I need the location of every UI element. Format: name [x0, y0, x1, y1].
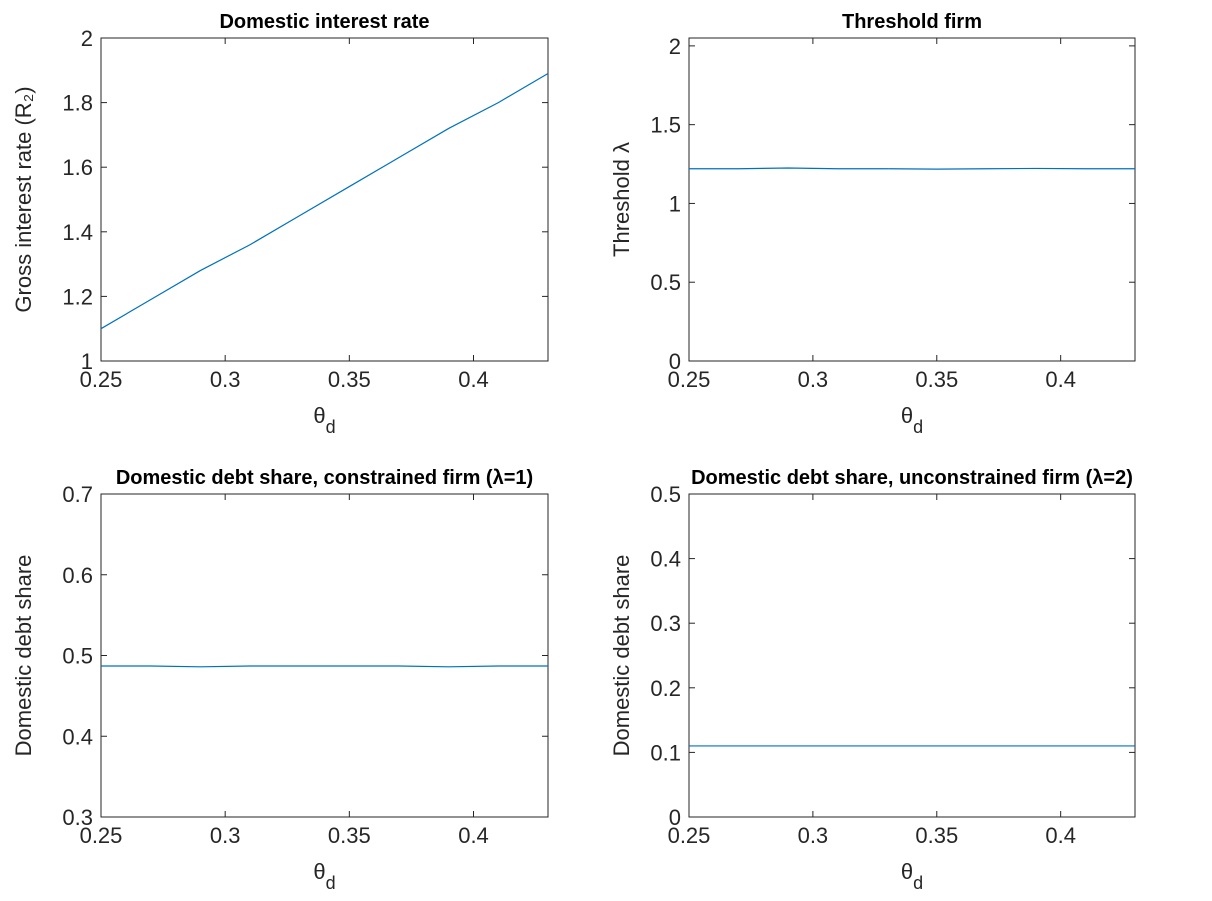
y-tick-label: 0.5 [62, 644, 93, 669]
x-tick-label: 0.3 [798, 367, 829, 392]
y-tick-label: 2 [669, 34, 681, 59]
y-tick-label: 0.3 [650, 611, 681, 636]
y-axis-label: Threshold λ [609, 142, 634, 257]
x-axis-label: θd [901, 859, 923, 893]
axes-box [100, 37, 549, 362]
x-label-subscript: d [913, 417, 923, 437]
y-tick-label: 1.8 [62, 91, 93, 116]
data-line [101, 665, 548, 668]
y-tick-label: 0.4 [62, 724, 93, 749]
x-label-symbol: θ [313, 859, 325, 884]
subplot-title: Domestic debt share, unconstrained firm … [691, 467, 1133, 489]
y-tick-label: 0.6 [62, 563, 93, 588]
x-tick-label: 0.4 [1045, 367, 1076, 392]
subplot: 0.25 0.3 0.35 0.4 0 0.5 1 1.5 2 Threshold firm θd T… [609, 11, 1136, 437]
y-tick-label: 1.2 [62, 284, 93, 309]
x-label-subscript: d [326, 873, 336, 893]
data-line [100, 73, 549, 330]
x-tick-label: 0.35 [915, 367, 958, 392]
x-tick-label: 0.25 [668, 823, 711, 848]
x-tick-label: 0.35 [328, 367, 371, 392]
y-tick-label: 0.1 [650, 740, 681, 765]
x-label-symbol: θ [901, 403, 913, 428]
x-tick-label: 0.3 [210, 367, 241, 392]
subplot: 0.25 0.3 0.35 0.4 0 0.1 0.2 0.3 0.4 0.5 Domestic d… [609, 467, 1136, 893]
y-tick-label: 2 [81, 26, 93, 51]
y-axis-label: Gross interest rate (R₂) [11, 86, 36, 312]
axes-box [688, 493, 1136, 818]
y-tick-label: 0 [669, 805, 681, 830]
x-tick-label: 0.25 [668, 367, 711, 392]
y-tick-label: 0 [669, 349, 681, 374]
x-axis-label: θd [901, 403, 923, 437]
y-tick-label: 0.3 [62, 805, 93, 830]
x-tick-label: 0.3 [210, 823, 241, 848]
subplot-title: Threshold firm [842, 11, 982, 33]
x-label-subscript: d [326, 417, 336, 437]
y-axis-label: Domestic debt share [609, 555, 634, 757]
x-tick-label: 0.4 [1045, 823, 1076, 848]
x-axis-label: θd [313, 403, 335, 437]
x-tick-label: 0.4 [458, 367, 489, 392]
subplot: 0.25 0.3 0.35 0.4 1 1.2 1.4 1.6 1.8 2 Domestic int… [11, 11, 549, 437]
y-axis-label: Domestic debt share [11, 555, 36, 757]
data-line [689, 167, 1135, 170]
x-tick-label: 0.4 [458, 823, 489, 848]
y-tick-label: 1.5 [650, 113, 681, 138]
y-tick-label: 1.4 [62, 220, 93, 245]
x-label-symbol: θ [313, 403, 325, 428]
axes-box [688, 37, 1136, 362]
y-tick-label: 0.4 [650, 547, 681, 572]
x-label-subscript: d [913, 873, 923, 893]
x-label-symbol: θ [901, 859, 913, 884]
y-tick-label: 1 [81, 349, 93, 374]
y-tick-label: 0.5 [650, 270, 681, 295]
y-tick-label: 0.2 [650, 676, 681, 701]
x-axis-label: θd [313, 859, 335, 893]
x-tick-label: 0.3 [798, 823, 829, 848]
y-tick-label: 0.7 [62, 482, 93, 507]
y-tick-label: 0.5 [650, 482, 681, 507]
axes-box [100, 493, 549, 818]
x-tick-label: 0.35 [915, 823, 958, 848]
y-tick-label: 1 [669, 191, 681, 216]
x-tick-label: 0.25 [80, 367, 123, 392]
y-tick-label: 1.6 [62, 155, 93, 180]
x-tick-label: 0.35 [328, 823, 371, 848]
subplot-title: Domestic interest rate [219, 11, 429, 33]
x-tick-label: 0.25 [80, 823, 123, 848]
subplot-title: Domestic debt share, constrained firm (λ… [116, 467, 533, 489]
